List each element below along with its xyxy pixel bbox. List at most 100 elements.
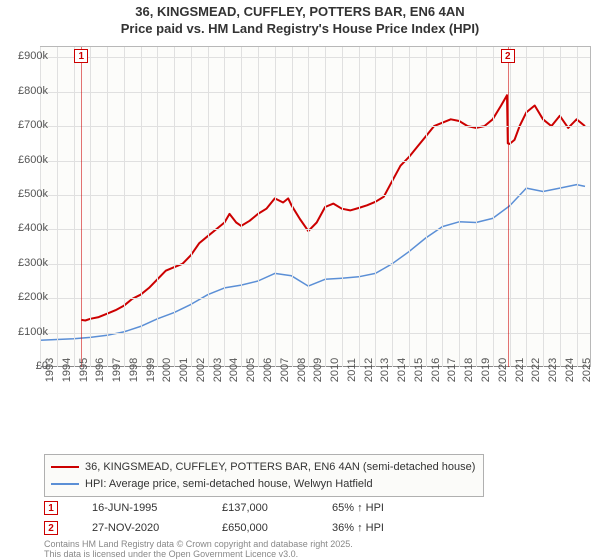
gridline-v <box>141 47 142 367</box>
gridline-v <box>577 47 578 367</box>
gridline-v <box>543 47 544 367</box>
title-line-1: 36, KINGSMEAD, CUFFLEY, POTTERS BAR, EN6… <box>0 4 600 21</box>
marker-line <box>508 47 509 367</box>
data-point-marker: 1 <box>44 501 58 515</box>
x-tick-label: 2006 <box>262 358 274 382</box>
x-tick-label: 2000 <box>161 358 173 382</box>
title-block: 36, KINGSMEAD, CUFFLEY, POTTERS BAR, EN6… <box>0 0 600 38</box>
x-tick-label: 1996 <box>94 358 106 382</box>
y-tick-label: £200k <box>18 291 48 303</box>
gridline-v <box>560 47 561 367</box>
x-tick-label: 2005 <box>245 358 257 382</box>
marker-box: 1 <box>74 49 88 63</box>
y-tick-label: £800k <box>18 85 48 97</box>
y-tick-label: £100k <box>18 326 48 338</box>
series-line <box>40 185 585 341</box>
gridline-v <box>292 47 293 367</box>
x-tick-label: 2015 <box>413 358 425 382</box>
gridline-v <box>57 47 58 367</box>
x-tick-label: 2016 <box>430 358 442 382</box>
gridline-v <box>359 47 360 367</box>
x-tick-label: 2001 <box>178 358 190 382</box>
footnote: Contains HM Land Registry data © Crown c… <box>44 540 353 560</box>
y-tick-label: £400k <box>18 222 48 234</box>
x-tick-label: 2012 <box>363 358 375 382</box>
chart-container: 36, KINGSMEAD, CUFFLEY, POTTERS BAR, EN6… <box>0 0 600 560</box>
data-point-delta: 65% ↑ HPI <box>332 502 422 514</box>
gridline-v <box>325 47 326 367</box>
gridline-v <box>157 47 158 367</box>
x-tick-label: 2019 <box>480 358 492 382</box>
gridline-v <box>90 47 91 367</box>
gridline-v <box>375 47 376 367</box>
gridline-v <box>224 47 225 367</box>
y-tick-label: £300k <box>18 257 48 269</box>
marker-box: 2 <box>501 49 515 63</box>
x-tick-label: 2003 <box>212 358 224 382</box>
gridline-v <box>258 47 259 367</box>
x-tick-label: 2009 <box>312 358 324 382</box>
chart-area: 12 £0£100k£200k£300k£400k£500k£600k£700k… <box>0 42 600 412</box>
x-tick-label: 1997 <box>111 358 123 382</box>
gridline-v <box>493 47 494 367</box>
y-tick-label: £600k <box>18 154 48 166</box>
x-tick-label: 1993 <box>44 358 56 382</box>
gridline-v <box>426 47 427 367</box>
gridline-v <box>124 47 125 367</box>
x-tick-label: 2011 <box>346 358 358 382</box>
gridline-v <box>442 47 443 367</box>
y-tick-label: £900k <box>18 50 48 62</box>
data-point-price: £650,000 <box>222 522 332 534</box>
data-point-row: 1 16-JUN-1995£137,00065% ↑ HPI <box>44 498 422 518</box>
legend-label: 36, KINGSMEAD, CUFFLEY, POTTERS BAR, EN6… <box>85 459 475 476</box>
x-tick-label: 2022 <box>530 358 542 382</box>
x-tick-label: 2007 <box>279 358 291 382</box>
title-line-2: Price paid vs. HM Land Registry's House … <box>0 21 600 38</box>
x-tick-label: 1998 <box>128 358 140 382</box>
data-points-table: 1 16-JUN-1995£137,00065% ↑ HPI 2 27-NOV-202… <box>44 498 422 538</box>
data-point-date: 27-NOV-2020 <box>92 522 222 534</box>
legend-row: 36, KINGSMEAD, CUFFLEY, POTTERS BAR, EN6… <box>51 459 475 476</box>
x-tick-label: 2013 <box>379 358 391 382</box>
gridline-v <box>476 47 477 367</box>
legend-label: HPI: Average price, semi-detached house,… <box>85 476 373 493</box>
plot-area: 12 <box>40 46 591 367</box>
data-point-price: £137,000 <box>222 502 332 514</box>
gridline-v <box>74 47 75 367</box>
legend-row: HPI: Average price, semi-detached house,… <box>51 476 475 493</box>
gridline-v <box>308 47 309 367</box>
x-tick-label: 2008 <box>296 358 308 382</box>
footnote-line-2: This data is licensed under the Open Gov… <box>44 550 353 560</box>
gridline-v <box>107 47 108 367</box>
gridline-v <box>241 47 242 367</box>
marker-line <box>81 47 82 367</box>
data-point-delta: 36% ↑ HPI <box>332 522 422 534</box>
data-point-date: 16-JUN-1995 <box>92 502 222 514</box>
gridline-v <box>510 47 511 367</box>
y-tick-label: £700k <box>18 119 48 131</box>
gridline-v <box>526 47 527 367</box>
x-tick-label: 2017 <box>446 358 458 382</box>
y-tick-label: £500k <box>18 188 48 200</box>
data-point-row: 2 27-NOV-2020£650,00036% ↑ HPI <box>44 518 422 538</box>
x-tick-label: 2020 <box>497 358 509 382</box>
gridline-v <box>459 47 460 367</box>
x-tick-label: 2014 <box>396 358 408 382</box>
gridline-v <box>392 47 393 367</box>
x-tick-label: 1994 <box>61 358 73 382</box>
gridline-v <box>191 47 192 367</box>
gridline-v <box>208 47 209 367</box>
x-tick-label: 2021 <box>514 358 526 382</box>
x-tick-label: 2004 <box>228 358 240 382</box>
legend: 36, KINGSMEAD, CUFFLEY, POTTERS BAR, EN6… <box>44 454 484 497</box>
x-tick-label: 2023 <box>547 358 559 382</box>
gridline-v <box>342 47 343 367</box>
x-tick-label: 1999 <box>145 358 157 382</box>
x-tick-label: 2002 <box>195 358 207 382</box>
data-point-marker: 2 <box>44 521 58 535</box>
legend-swatch <box>51 466 79 468</box>
gridline-v <box>174 47 175 367</box>
gridline-v <box>275 47 276 367</box>
legend-swatch <box>51 483 79 485</box>
x-tick-label: 2024 <box>564 358 576 382</box>
